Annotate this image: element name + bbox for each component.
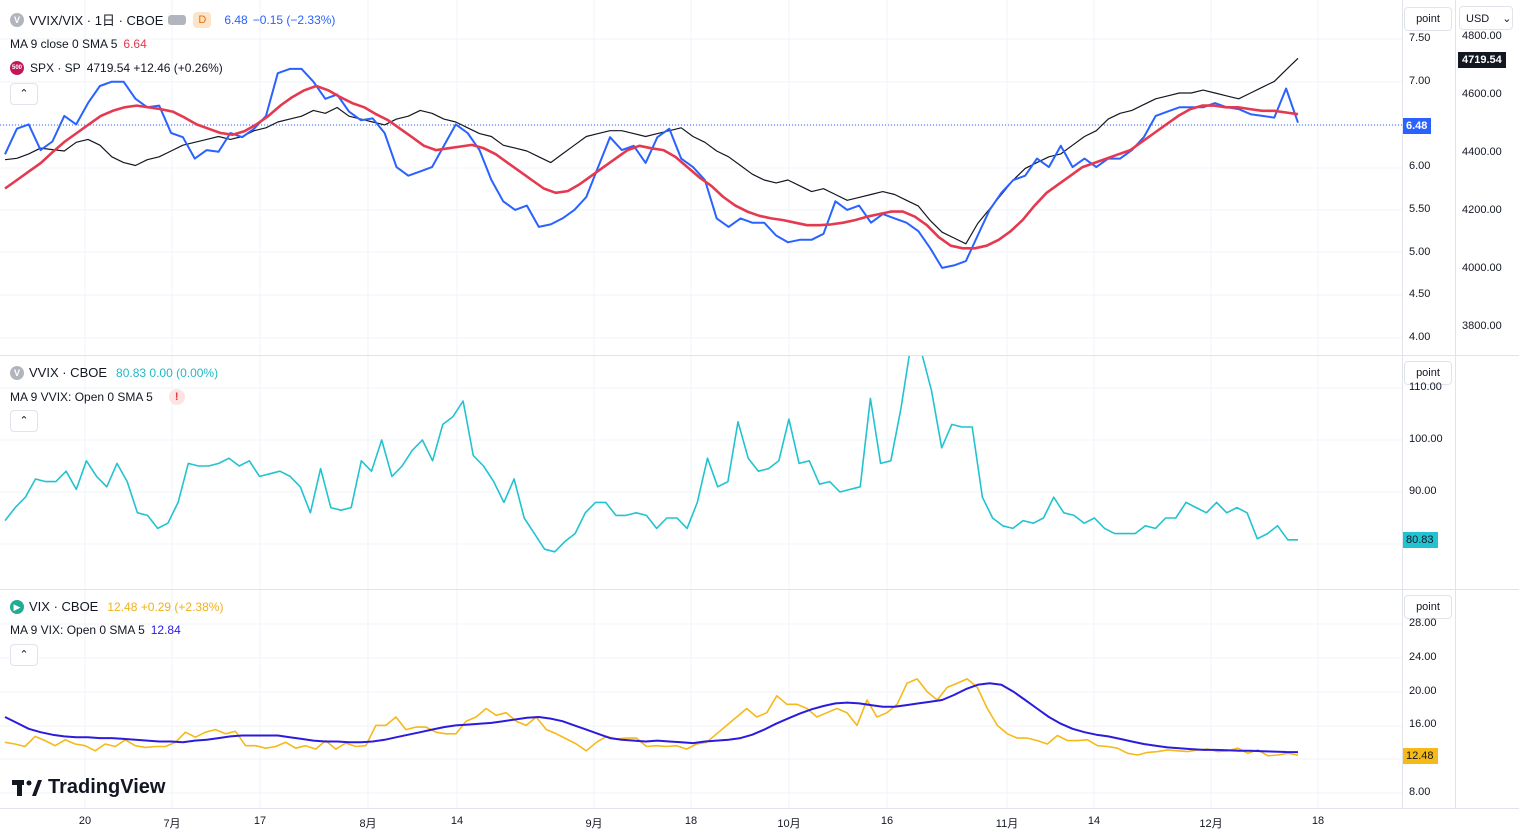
warning-icon[interactable]: ! [168,389,185,405]
ratio-ma-label: MA 9 close 0 SMA 5 [10,37,118,51]
time-tick-label: 8月 [359,818,377,830]
pane-vvix: V VVIX · CBOE 80.83 0.00 (0.00%) MA 9 VV… [0,356,1519,590]
vix-ma-value: 12.84 [150,623,181,637]
price-tick-label: 8.00 [1409,786,1431,798]
price-tick-label: 90.00 [1409,485,1437,497]
ratio-legend: V VVIX/VIX · 1日 · CBOE D 6.48 −0.15 (−2.… [10,10,335,29]
price-tick-label: 100.00 [1409,433,1443,445]
time-tick-label: 18 [684,815,698,827]
chevron-down-icon: ⌄ [1502,13,1512,25]
ratio-plot [0,0,1402,355]
spx-value: 4719.54 +12.46 (+0.26%) [86,61,223,75]
price-tick-label: 6.00 [1409,160,1431,173]
time-tick-label: 7月 [163,818,181,830]
vvix-last-price-tag: 80.83 [1402,532,1438,548]
time-tick-label: 14 [1087,815,1101,827]
price-tick-label: 4200.00 [1462,204,1502,216]
market-status-icon [168,14,187,25]
vix-line [4,678,1299,757]
vix-ma-legend[interactable]: MA 9 VIX: Open 0 SMA 5 12.84 [10,623,181,637]
vvix-legend: V VVIX · CBOE 80.83 0.00 (0.00%) [10,365,218,380]
price-tick-label: 7.50 [1409,32,1431,44]
spx-axis-divider [1455,0,1456,808]
vvix-plot [0,356,1402,589]
vvix-value: 80.83 0.00 (0.00%) [116,365,219,380]
price-tick-label: 3800.00 [1462,320,1502,332]
price-tick-label: 5.50 [1409,202,1431,215]
time-tick-label: 9月 [585,818,603,830]
price-tick-label: 4000.00 [1462,262,1502,274]
vix-ma-line [4,682,1299,754]
spx-legend[interactable]: 500 SPX · SP 4719.54 +12.46 (+0.26%) [10,61,223,75]
collapse-legend-button[interactable]: ⌃ [10,644,38,666]
spx-last-price-tag: 4719.54 [1458,52,1506,68]
vvix-ma-legend[interactable]: MA 9 VVIX: Open 0 SMA 5 ! [10,389,185,405]
ratio-change: −0.15 (−2.33%) [252,12,336,27]
price-tick-label: 20.00 [1409,684,1437,697]
ratio-ma-line [4,84,1299,250]
vvix-vix-symbol-icon: V [10,12,24,27]
time-tick-label: 11月 [995,818,1019,830]
ratio-line [4,67,1299,269]
time-tick-label: 10月 [777,818,801,830]
vix-last-price-tag: 12.48 [1402,748,1438,764]
pane-ratio: V VVIX/VIX · 1日 · CBOE D 6.48 −0.15 (−2.… [0,0,1519,356]
collapse-legend-button[interactable]: ⌃ [10,83,38,105]
spx-line [4,57,1299,245]
ratio-last: 6.48 [224,12,248,27]
price-axis-divider [1402,0,1403,808]
price-tick-label: 28.00 [1409,617,1437,629]
brand-name: TradingView [48,776,166,798]
scale-mode-button[interactable]: point [1404,361,1452,385]
time-tick-label: 12月 [1199,818,1223,830]
price-tick-label: 16.00 [1409,718,1437,731]
spx-symbol-icon: 500 [10,61,24,75]
vvix-symbol-icon: V [10,365,24,380]
collapse-legend-button[interactable]: ⌃ [10,410,38,432]
time-tick-label: 18 [1311,815,1325,827]
price-tick-label: 4400.00 [1462,146,1502,158]
vix-value: 12.48 +0.29 (+2.38%) [107,599,224,614]
vvix-ma-label: MA 9 VVIX: Open 0 SMA 5 [10,390,153,404]
time-axis[interactable]: 20 7月 17 8月 14 9月 18 10月 16 11月 14 12月 18 [0,808,1402,840]
spx-label: SPX · SP [30,61,81,75]
ratio-ma-legend[interactable]: MA 9 close 0 SMA 5 6.64 [10,37,147,51]
vix-symbol[interactable]: VIX · CBOE [29,599,99,614]
chevron-up-icon: ⌃ [19,649,29,661]
chevron-up-icon: ⌃ [19,415,29,427]
tradingview-logo[interactable]: TradingView [12,776,165,799]
price-tick-label: 24.00 [1409,650,1437,663]
price-tick-label: 4800.00 [1462,30,1502,42]
time-tick-label: 14 [450,815,464,827]
price-tick-label: 5.00 [1409,245,1431,258]
currency-button[interactable]: USD ⌄ [1459,6,1513,30]
scale-mode-button[interactable]: point [1404,595,1452,619]
vix-ma-label: MA 9 VIX: Open 0 SMA 5 [10,623,145,637]
time-tick-label: 16 [880,815,894,827]
pane-vix: ▶ VIX · CBOE 12.48 +0.29 (+2.38%) MA 9 V… [0,590,1519,809]
ratio-symbol[interactable]: VVIX/VIX · 1日 · CBOE [29,13,164,28]
vvix-line [4,356,1298,553]
price-tick-label: 7.00 [1409,74,1431,87]
price-tick-label: 4.00 [1409,331,1431,343]
price-tick-label: 4.50 [1409,288,1431,301]
interval-badge[interactable]: D [193,11,212,28]
time-tick-label: 20 [78,815,92,827]
time-tick-label: 17 [253,815,267,827]
vix-legend: ▶ VIX · CBOE 12.48 +0.29 (+2.38%) [10,599,223,614]
price-tick-label: 110.00 [1409,381,1442,393]
vix-symbol-icon: ▶ [10,599,24,614]
chevron-up-icon: ⌃ [19,88,29,100]
tradingview-logo-icon [12,779,42,796]
vix-plot [0,590,1402,808]
ratio-last-price-tag: 6.48 [1402,118,1432,134]
scale-mode-button[interactable]: point [1404,7,1452,31]
vvix-symbol[interactable]: VVIX · CBOE [29,365,108,380]
ratio-ma-value: 6.64 [123,37,147,51]
currency-label: USD [1466,13,1490,25]
price-tick-label: 4600.00 [1462,88,1502,100]
